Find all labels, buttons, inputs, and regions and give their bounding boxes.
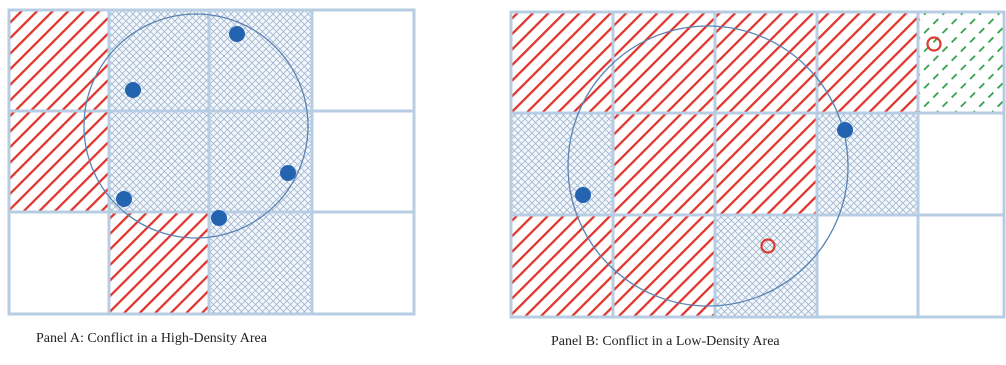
cell-empty [312, 111, 414, 212]
data-point [280, 165, 296, 181]
data-point [229, 26, 245, 42]
cell-blue [209, 10, 312, 111]
cell-green [918, 12, 1004, 113]
cell-red [9, 111, 109, 212]
cell-blue [209, 212, 312, 314]
cell-empty [817, 215, 918, 317]
neighborhood-circle [567, 25, 849, 307]
data-point [116, 191, 132, 207]
cell-empty [312, 10, 414, 111]
panel-a-caption: Panel A: Conflict in a High-Density Area [36, 331, 267, 346]
cell-empty [918, 113, 1004, 215]
data-point [575, 187, 591, 203]
cell-empty [918, 215, 1004, 317]
cell-blue [715, 215, 817, 317]
neighborhood-circle [83, 13, 309, 239]
cell-red [613, 215, 715, 317]
cell-red [511, 215, 613, 317]
open-point [926, 36, 942, 52]
data-point [211, 210, 227, 226]
panel-b-cells [511, 12, 1004, 317]
cell-red [715, 12, 817, 113]
data-point [837, 122, 853, 138]
cell-red [9, 10, 109, 111]
cell-red [511, 12, 613, 113]
cell-blue [109, 10, 209, 111]
cell-empty [9, 212, 109, 314]
panel-a [7, 8, 416, 316]
cell-red [817, 12, 918, 113]
cell-blue [209, 111, 312, 212]
panel-b-points [575, 36, 942, 254]
panel-b-caption: Panel B: Conflict in a Low-Density Area [551, 334, 780, 349]
panel-b [509, 10, 1006, 319]
cell-red [613, 12, 715, 113]
cell-blue [511, 113, 613, 215]
cell-blue [817, 113, 918, 215]
cell-red [715, 113, 817, 215]
panel-a-cells [9, 10, 414, 314]
panel-a-grid [7, 8, 416, 316]
panel-a-points [116, 26, 296, 226]
cell-empty [312, 212, 414, 314]
open-point [760, 238, 776, 254]
cell-red [109, 212, 209, 314]
cell-red [613, 113, 715, 215]
data-point [125, 82, 141, 98]
